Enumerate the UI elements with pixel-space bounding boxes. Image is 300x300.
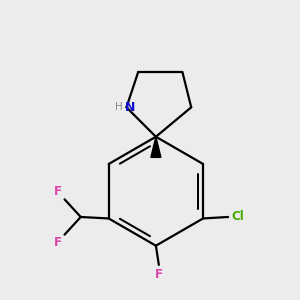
Text: Cl: Cl <box>231 211 244 224</box>
Text: F: F <box>54 236 61 249</box>
Text: N: N <box>125 101 135 114</box>
Text: F: F <box>155 268 163 281</box>
Polygon shape <box>151 137 161 158</box>
Text: H: H <box>115 102 122 112</box>
Text: F: F <box>54 185 61 198</box>
